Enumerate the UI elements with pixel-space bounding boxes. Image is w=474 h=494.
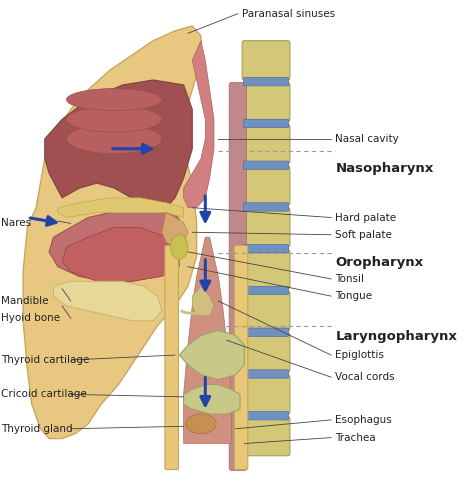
Polygon shape [62,227,179,282]
Polygon shape [162,212,188,247]
Text: Soft palate: Soft palate [336,230,392,240]
FancyBboxPatch shape [244,370,289,378]
Text: Mandible: Mandible [1,296,49,306]
Polygon shape [183,384,240,414]
Polygon shape [54,282,162,321]
FancyBboxPatch shape [244,328,289,336]
FancyBboxPatch shape [242,249,290,289]
Ellipse shape [171,235,188,259]
Polygon shape [183,41,214,207]
Text: Esophagus: Esophagus [336,415,392,425]
Polygon shape [23,26,201,439]
Text: Nasopharynx: Nasopharynx [336,162,434,175]
FancyBboxPatch shape [242,82,290,122]
FancyBboxPatch shape [244,78,289,86]
Text: Vocal cords: Vocal cords [336,372,395,382]
Text: Hyoid bone: Hyoid bone [1,313,61,323]
Ellipse shape [66,106,162,132]
FancyBboxPatch shape [244,245,289,253]
Text: Cricoid cartilage: Cricoid cartilage [1,389,87,399]
FancyBboxPatch shape [242,166,290,205]
FancyBboxPatch shape [244,161,289,169]
Ellipse shape [66,124,162,154]
Text: Thyroid gland: Thyroid gland [1,424,73,434]
Text: Tongue: Tongue [336,291,373,301]
FancyBboxPatch shape [242,416,290,456]
Text: Epiglottis: Epiglottis [336,350,384,360]
Text: Nares: Nares [1,218,31,228]
Text: Hard palate: Hard palate [336,212,397,222]
Text: Tonsil: Tonsil [336,274,365,284]
FancyBboxPatch shape [242,333,290,372]
FancyBboxPatch shape [242,207,290,247]
FancyBboxPatch shape [242,375,290,414]
FancyBboxPatch shape [229,82,246,470]
FancyBboxPatch shape [244,119,289,127]
FancyBboxPatch shape [242,124,290,164]
Text: Laryngopharynx: Laryngopharynx [336,330,457,343]
Polygon shape [183,237,231,444]
Text: Trachea: Trachea [336,433,376,443]
Text: Thyroid cartilage: Thyroid cartilage [1,355,90,365]
FancyBboxPatch shape [234,246,248,469]
Polygon shape [45,80,192,207]
Polygon shape [58,198,183,217]
Polygon shape [179,330,244,379]
Text: Paranasal sinuses: Paranasal sinuses [242,9,335,19]
Text: Oropharynx: Oropharynx [336,256,424,269]
FancyBboxPatch shape [244,287,289,294]
Ellipse shape [186,414,216,434]
Ellipse shape [66,88,162,111]
FancyBboxPatch shape [242,291,290,330]
Text: Nasal cavity: Nasal cavity [336,134,399,144]
FancyBboxPatch shape [244,203,289,211]
FancyBboxPatch shape [242,41,290,80]
Polygon shape [49,207,183,282]
Polygon shape [192,287,214,316]
FancyBboxPatch shape [244,412,289,420]
FancyBboxPatch shape [165,246,178,469]
